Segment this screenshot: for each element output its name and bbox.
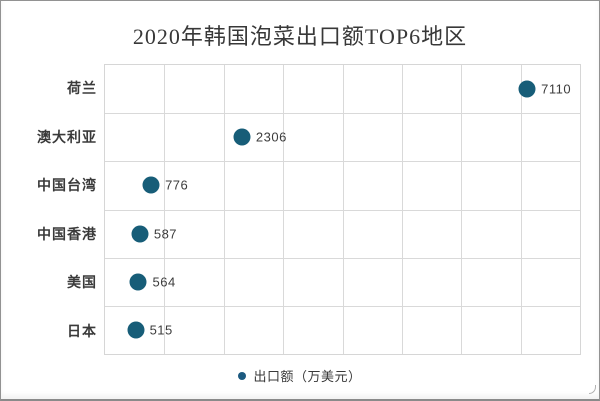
category-label: 中国台湾 xyxy=(37,177,97,194)
chart-title: 2020年韩国泡菜出口额TOP6地区 xyxy=(132,24,468,49)
data-point xyxy=(142,176,160,194)
value-label: 564 xyxy=(152,274,176,290)
data-point xyxy=(233,128,251,146)
y-gridline xyxy=(105,257,580,259)
category-label: 荷兰 xyxy=(67,80,97,97)
legend-marker-icon xyxy=(238,371,247,380)
y-gridline xyxy=(105,209,580,211)
data-point xyxy=(129,273,147,291)
y-axis-labels: 荷兰澳大利亚中国台湾中国香港美国日本 xyxy=(1,64,97,355)
plot-area: 7110 2306 776 587 564 515 xyxy=(104,64,581,355)
legend: 出口额（万美元） xyxy=(1,366,599,385)
data-point xyxy=(127,321,145,339)
value-label: 587 xyxy=(153,226,178,242)
value-label: 7110 xyxy=(541,81,572,97)
corner-watermark-mark xyxy=(589,385,596,394)
y-gridline xyxy=(105,305,580,307)
data-point xyxy=(518,80,536,98)
y-gridline xyxy=(105,161,580,163)
data-point xyxy=(131,225,149,243)
y-gridline xyxy=(105,113,580,115)
value-label: 515 xyxy=(149,322,173,338)
value-label: 776 xyxy=(165,177,189,193)
category-label: 美国 xyxy=(67,274,97,291)
category-label: 澳大利亚 xyxy=(37,128,97,145)
legend-label: 出口额（万美元） xyxy=(253,369,362,384)
category-label: 中国香港 xyxy=(37,225,97,242)
category-label: 日本 xyxy=(67,322,97,339)
value-label: 2306 xyxy=(255,129,287,145)
